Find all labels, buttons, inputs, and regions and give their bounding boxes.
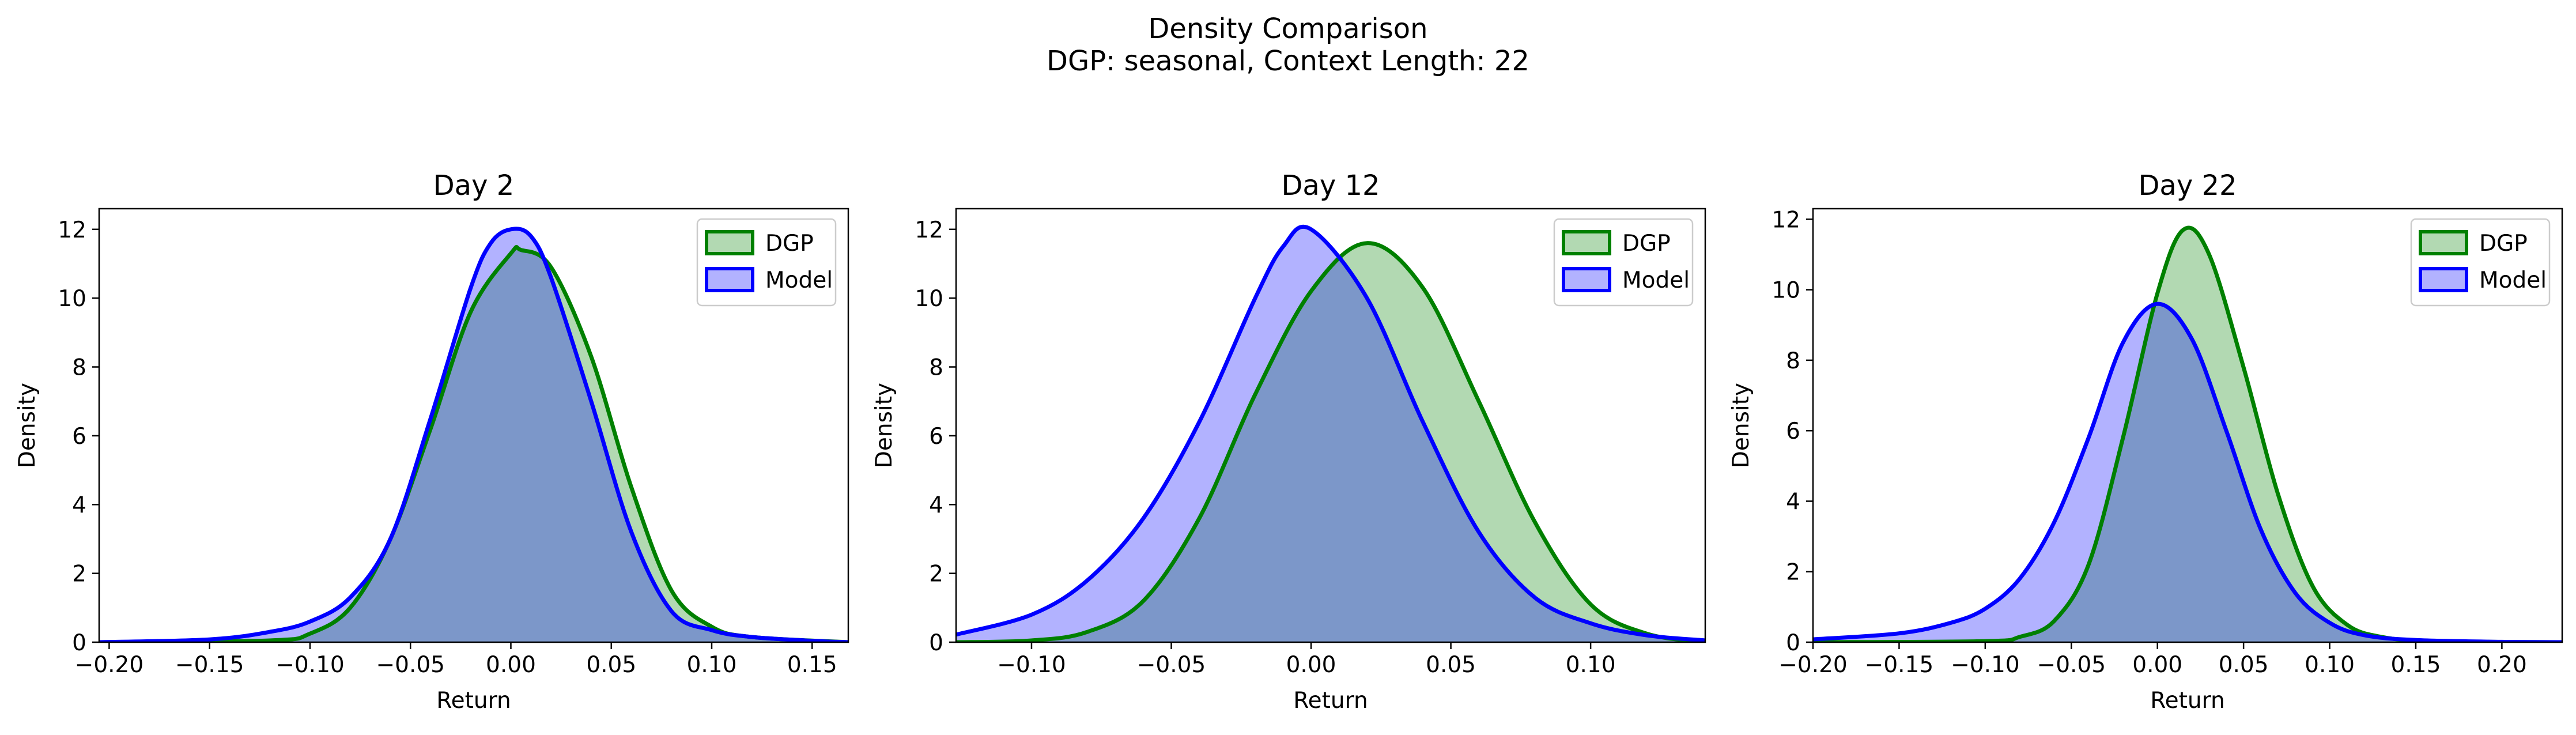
y-tick-label: 2 — [1786, 560, 1800, 586]
x-tick-label: −0.05 — [376, 652, 445, 678]
legend-swatch-dgp — [1562, 230, 1611, 255]
x-tick-label: −0.10 — [997, 652, 1066, 678]
x-tick-label: −0.15 — [1865, 652, 1934, 678]
y-tick-label: 10 — [915, 286, 943, 312]
axes-frame — [98, 208, 849, 643]
x-tick-label: 0.00 — [486, 652, 536, 678]
legend-label-model: Model — [2479, 267, 2547, 293]
legend-box — [696, 218, 837, 307]
x-tick-label: 0.10 — [2305, 652, 2355, 678]
y-tick-label: 0 — [929, 630, 943, 656]
figure-title: Density Comparison — [1148, 13, 1427, 45]
legend-label-model: Model — [765, 267, 833, 293]
y-tick-label: 12 — [915, 217, 943, 243]
area-dgp — [99, 247, 848, 642]
x-tick-label: 0.05 — [2219, 652, 2269, 678]
x-tick-label: −0.10 — [275, 652, 345, 678]
panels: −0.20 −0.15 −0.10 −0.05 0.00 0.05 0.10 0.15 0 2 4 6… — [14, 169, 2563, 714]
legend-swatch-model — [2419, 267, 2468, 292]
x-tick-label: 0.10 — [687, 652, 737, 678]
x-tick-label: 0.20 — [2477, 652, 2527, 678]
line-dgp — [1813, 225, 2562, 642]
area-model — [956, 227, 1705, 642]
panel-2: −0.10 −0.05 0.00 0.05 0.10 0 2 4 6 8 10 12 Day 12 Ret… — [871, 169, 1706, 714]
legend-label-model: Model — [1622, 267, 1690, 293]
panel-title: Day 22 — [2138, 169, 2237, 202]
y-tick-label: 10 — [1772, 278, 1800, 304]
y-tick-label: 0 — [72, 630, 86, 656]
legend-label-dgp: DGP — [2479, 231, 2528, 257]
x-axis-label: Return — [1293, 688, 1368, 714]
legend: DGP Model — [696, 218, 837, 307]
y-tick-label: 6 — [929, 424, 943, 450]
legend-swatch-dgp — [705, 230, 754, 255]
panel-1: −0.20 −0.15 −0.10 −0.05 0.00 0.05 0.10 0.15 0 2 4 6… — [14, 169, 849, 714]
x-tick-label: −0.05 — [2037, 652, 2106, 678]
line-dgp — [99, 244, 848, 642]
y-tick-label: 0 — [1786, 630, 1800, 656]
x-tick-label: 0.00 — [1286, 652, 1336, 678]
legend-box — [2410, 218, 2551, 307]
panel-title: Day 12 — [1281, 169, 1380, 202]
y-tick-label: 8 — [929, 355, 943, 381]
y-tick-label: 4 — [1786, 489, 1800, 515]
legend-box — [1553, 218, 1694, 307]
legend-label-dgp: DGP — [1622, 231, 1671, 257]
legend-swatch-dgp — [2419, 230, 2468, 255]
area-dgp — [956, 243, 1705, 642]
axes-frame — [955, 208, 1706, 643]
y-tick-label: 2 — [929, 561, 943, 587]
y-tick-label: 6 — [72, 424, 86, 450]
area-model — [1813, 304, 2562, 642]
axes-frame — [1812, 208, 2563, 643]
x-tick-label: −0.20 — [75, 652, 144, 678]
x-tick-label: −0.20 — [1778, 652, 1848, 678]
y-tick-label: 8 — [72, 355, 86, 381]
legend: DGP Model — [2410, 218, 2551, 307]
y-tick-label: 12 — [1772, 207, 1800, 233]
x-tick-label: 0.05 — [586, 652, 636, 678]
line-model — [99, 227, 848, 642]
y-tick-label: 4 — [72, 492, 86, 518]
y-tick-label: 12 — [58, 217, 86, 243]
line-model — [1813, 301, 2562, 642]
legend-swatch-model — [1562, 267, 1611, 292]
line-model — [956, 224, 1705, 642]
y-axis-label: Density — [1728, 383, 1754, 468]
plot-area — [99, 227, 848, 642]
panel-title: Day 2 — [433, 169, 515, 202]
x-tick-label: 0.10 — [1566, 652, 1616, 678]
x-tick-label: −0.05 — [1137, 652, 1206, 678]
y-tick-label: 2 — [72, 561, 86, 587]
area-model — [99, 228, 848, 642]
legend-label-dgp: DGP — [765, 231, 814, 257]
figure-subtitle: DGP: seasonal, Context Length: 22 — [1047, 45, 1529, 77]
x-axis-label: Return — [436, 688, 511, 714]
y-tick-label: 6 — [1786, 419, 1800, 444]
x-tick-label: −0.15 — [175, 652, 244, 678]
area-dgp — [1813, 228, 2562, 642]
y-tick-label: 8 — [1786, 348, 1800, 374]
legend: DGP Model — [1553, 218, 1694, 307]
y-tick-label: 10 — [58, 286, 86, 312]
x-tick-label: 0.15 — [2391, 652, 2441, 678]
y-axis-label: Density — [871, 383, 897, 468]
plot-area — [1813, 225, 2562, 642]
x-tick-label: 0.05 — [1426, 652, 1476, 678]
plot-area — [956, 224, 1705, 642]
y-tick-label: 4 — [929, 492, 943, 518]
y-axis-label: Density — [14, 383, 40, 468]
x-axis-label: Return — [2150, 688, 2224, 714]
x-tick-label: 0.15 — [787, 652, 837, 678]
line-dgp — [956, 241, 1705, 642]
x-tick-label: 0.00 — [2132, 652, 2182, 678]
x-tick-label: −0.10 — [1951, 652, 2020, 678]
legend-swatch-model — [705, 267, 754, 292]
panel-3: −0.20 −0.15 −0.10 −0.05 0.00 0.05 0.10 0.15 0.20… — [1728, 169, 2563, 714]
